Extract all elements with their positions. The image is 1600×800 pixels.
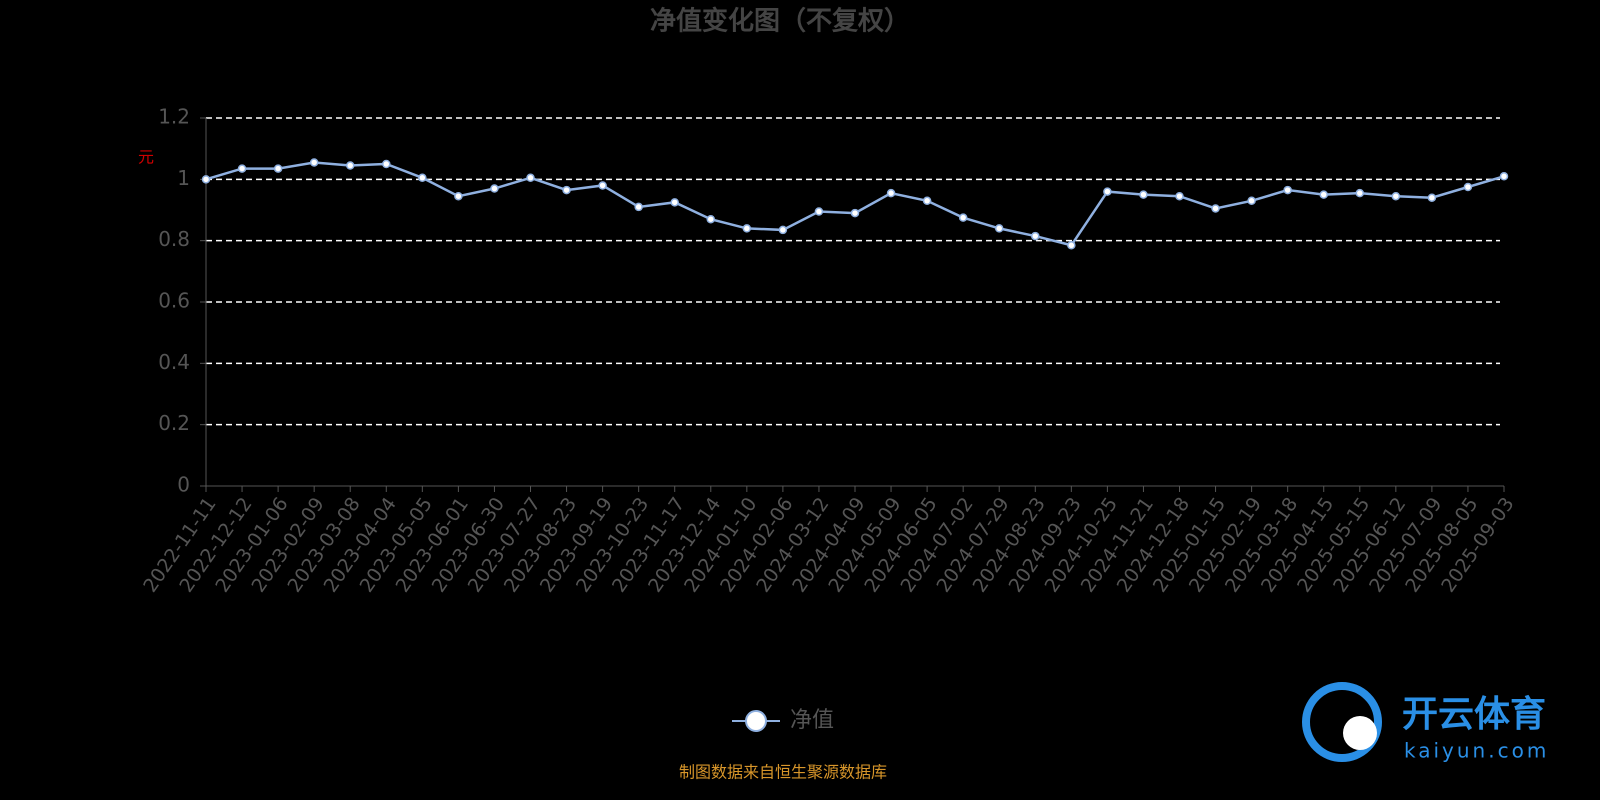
point [1247,196,1256,206]
point [382,159,391,169]
legend-label: 净值 [790,708,834,733]
point [922,196,932,206]
point [273,164,283,173]
chart-title: 净值变化图（不复权） [650,6,910,37]
point [1391,191,1401,201]
point [526,173,535,183]
point [309,158,319,167]
legend-marker [745,710,767,732]
point [1319,190,1328,199]
y-tick-label: 0.6 [158,289,190,313]
y-tick-label: 0.4 [158,350,190,374]
point [1031,231,1040,241]
point [201,175,211,184]
y-tick-label: 0.8 [158,227,190,251]
point [670,198,679,207]
y-tick-label: 1.2 [158,105,190,129]
logo-ball [1343,716,1377,750]
watermark: 开云体育 kaiyun.com [1302,682,1549,763]
y-tick-label: 0 [177,473,190,497]
y-tick-label: 1 [177,166,190,190]
y-axis-label: 元 [138,148,154,167]
point [706,214,716,224]
point [850,208,860,218]
watermark-url: kaiyun.com [1404,739,1549,763]
point [886,188,896,198]
point [490,184,499,193]
y-tick-label: 0.2 [158,411,190,435]
point [454,191,463,201]
point [814,207,824,216]
point [598,181,607,190]
point [1139,190,1148,199]
point [778,225,788,235]
point [994,224,1004,233]
point [634,202,643,212]
point [1175,191,1184,201]
point [418,173,427,183]
point [742,224,752,233]
point [1211,204,1220,213]
point [1355,188,1365,198]
watermark-brand: 开云体育 [1402,694,1546,735]
point [1067,241,1076,250]
point [1463,182,1473,192]
point [345,161,355,170]
point [1427,193,1437,202]
source-note: 制图数据来自恒生聚源数据库 [679,763,887,782]
point [237,164,247,173]
point [1499,172,1509,181]
point [562,185,571,195]
point [1283,185,1292,195]
point [958,213,968,222]
point [1103,187,1112,196]
logo-ring [1302,682,1382,762]
